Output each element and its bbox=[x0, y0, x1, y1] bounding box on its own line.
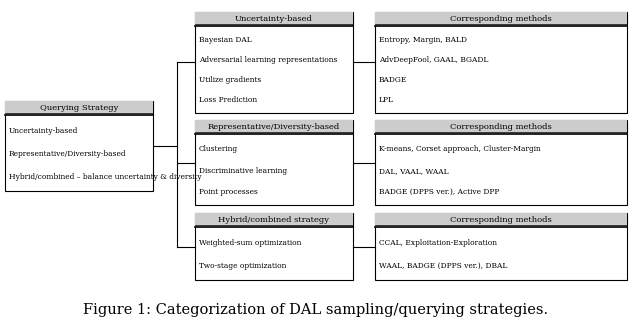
Bar bbox=[195, 120, 353, 205]
Text: Corresponding methods: Corresponding methods bbox=[450, 216, 552, 224]
Text: Querying Strategy: Querying Strategy bbox=[40, 105, 118, 113]
Text: Clustering: Clustering bbox=[199, 145, 238, 153]
Text: Entropy, Margin, BALD: Entropy, Margin, BALD bbox=[379, 36, 467, 44]
Text: BADGE (DPPS ver.), Active DPP: BADGE (DPPS ver.), Active DPP bbox=[379, 188, 499, 196]
Text: Point processes: Point processes bbox=[199, 188, 258, 196]
Bar bbox=[195, 213, 353, 227]
Text: Figure 1: Categorization of DAL sampling/querying strategies.: Figure 1: Categorization of DAL sampling… bbox=[83, 303, 549, 317]
Text: Uncertainty-based: Uncertainty-based bbox=[235, 15, 313, 23]
Text: Two-stage optimization: Two-stage optimization bbox=[199, 262, 286, 270]
Text: Representative/Diversity-based: Representative/Diversity-based bbox=[208, 123, 340, 131]
Bar bbox=[5, 102, 153, 191]
Bar bbox=[375, 12, 627, 26]
Text: Hybrid/combined strategy: Hybrid/combined strategy bbox=[219, 216, 329, 224]
Bar bbox=[375, 213, 627, 227]
Text: Hybrid/combined – balance uncertainty & diversity: Hybrid/combined – balance uncertainty & … bbox=[9, 173, 202, 181]
Bar bbox=[5, 102, 153, 116]
Text: Weighted-sum optimization: Weighted-sum optimization bbox=[199, 239, 301, 247]
Text: Loss Prediction: Loss Prediction bbox=[199, 96, 257, 105]
Text: CCAL, Exploitation-Exploration: CCAL, Exploitation-Exploration bbox=[379, 239, 497, 247]
Bar bbox=[375, 120, 627, 134]
Text: DAL, VAAL, WAAL: DAL, VAAL, WAAL bbox=[379, 167, 449, 175]
Bar bbox=[375, 120, 627, 205]
Text: K-means, Corset approach, Cluster-Margin: K-means, Corset approach, Cluster-Margin bbox=[379, 145, 541, 153]
Bar bbox=[195, 12, 353, 26]
Bar bbox=[375, 213, 627, 280]
Text: Discriminative learning: Discriminative learning bbox=[199, 167, 287, 175]
Text: Utilize gradients: Utilize gradients bbox=[199, 76, 261, 84]
Text: Adversarial learning representations: Adversarial learning representations bbox=[199, 56, 337, 64]
Text: BADGE: BADGE bbox=[379, 76, 408, 84]
Text: WAAL, BADGE (DPPS ver.), DBAL: WAAL, BADGE (DPPS ver.), DBAL bbox=[379, 262, 507, 270]
Text: LPL: LPL bbox=[379, 96, 394, 105]
Text: Representative/Diversity-based: Representative/Diversity-based bbox=[9, 150, 126, 158]
Bar bbox=[375, 12, 627, 113]
Text: Corresponding methods: Corresponding methods bbox=[450, 123, 552, 131]
Text: Corresponding methods: Corresponding methods bbox=[450, 15, 552, 23]
Text: Bayesian DAL: Bayesian DAL bbox=[199, 36, 252, 44]
Text: Uncertainty-based: Uncertainty-based bbox=[9, 127, 78, 135]
Bar bbox=[195, 12, 353, 113]
Bar bbox=[195, 213, 353, 280]
Bar bbox=[195, 120, 353, 134]
Text: AdvDeepFool, GAAL, BGADL: AdvDeepFool, GAAL, BGADL bbox=[379, 56, 489, 64]
